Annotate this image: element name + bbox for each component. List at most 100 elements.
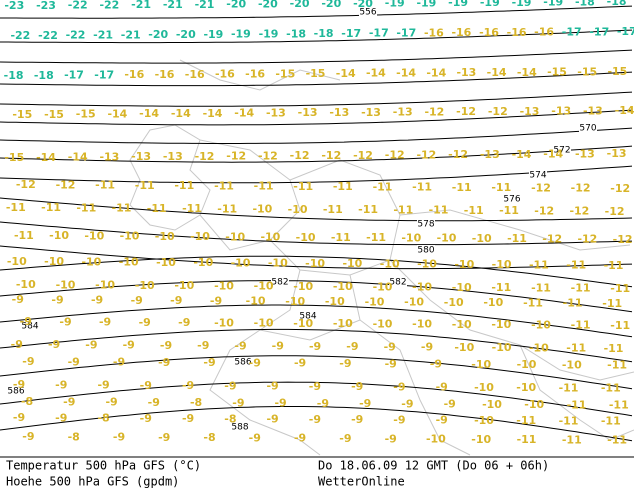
temperature-label: -12 bbox=[542, 232, 562, 245]
temperature-label: -11 bbox=[135, 179, 155, 192]
temperature-label: -13 bbox=[583, 104, 603, 117]
temperature-label: -9 bbox=[178, 316, 190, 329]
temperature-label: -11 bbox=[293, 180, 313, 193]
temperature-label: -9 bbox=[351, 380, 363, 393]
temperature-label: -9 bbox=[158, 356, 170, 369]
temperature-label: -11 bbox=[491, 281, 511, 294]
temperature-label: -22 bbox=[66, 29, 86, 42]
temperature-label: -8 bbox=[97, 412, 109, 425]
temperature-label: -9 bbox=[113, 356, 125, 369]
contour-label: 584 bbox=[299, 312, 316, 322]
temperature-label: -9 bbox=[105, 396, 117, 409]
borders bbox=[129, 59, 634, 456]
contour-label: 570 bbox=[579, 124, 596, 134]
temperature-label: -10 bbox=[412, 318, 432, 331]
contour-line bbox=[0, 255, 633, 288]
temperature-label: -11 bbox=[571, 282, 591, 295]
temperature-label: -12 bbox=[353, 149, 373, 162]
contour-line bbox=[0, 381, 633, 417]
temperature-label: -20 bbox=[353, 0, 373, 10]
temperature-label: -10 bbox=[246, 295, 266, 308]
border bbox=[129, 124, 211, 231]
temperature-label: -14 bbox=[426, 66, 446, 79]
contour-label: 572 bbox=[553, 146, 570, 156]
temperature-label: -10 bbox=[562, 358, 582, 371]
temperature-label: -9 bbox=[224, 379, 236, 392]
temperature-label: -10 bbox=[444, 296, 464, 309]
temperature-label: -9 bbox=[436, 414, 448, 427]
temperature-label: -14 bbox=[396, 67, 416, 80]
temperature-label: -22 bbox=[99, 0, 119, 11]
footer-right-2: WetterOnline bbox=[318, 475, 405, 489]
temperature-label: -16 bbox=[534, 26, 554, 39]
temperature-label: -11 bbox=[604, 342, 624, 355]
temperature-label: -10 bbox=[483, 296, 503, 309]
temperature-label: -16 bbox=[451, 26, 471, 39]
temperature-label: -10 bbox=[452, 281, 472, 294]
temperature-label: -10 bbox=[491, 318, 511, 331]
temperature-label: -10 bbox=[7, 255, 27, 268]
temperature-label: -9 bbox=[182, 379, 194, 392]
temperature-label: -9 bbox=[436, 381, 448, 394]
temperature-label: -10 bbox=[412, 281, 432, 294]
temperature-label: -10 bbox=[333, 280, 353, 293]
temperature-label: -20 bbox=[176, 28, 196, 41]
temperature-label: -15 bbox=[275, 67, 295, 80]
temperature-label: -9 bbox=[148, 396, 160, 409]
temperature-label: -11 bbox=[217, 202, 237, 215]
temperature-label: -10 bbox=[174, 279, 194, 292]
temperature-label: -9 bbox=[249, 356, 261, 369]
border bbox=[349, 274, 471, 456]
contour-line bbox=[0, 91, 633, 107]
temperature-label: -10 bbox=[305, 257, 325, 270]
temperature-label: -10 bbox=[56, 278, 76, 291]
temperature-label: -15 bbox=[306, 67, 326, 80]
temperature-label: -14 bbox=[615, 104, 634, 117]
contour-label-bg bbox=[299, 311, 317, 321]
temperature-label: -12 bbox=[571, 182, 591, 195]
temperature-label: -15 bbox=[547, 66, 567, 79]
temperature-label: -9 bbox=[140, 379, 152, 392]
temperature-label: -8 bbox=[203, 431, 215, 444]
contour-label-bg bbox=[417, 219, 435, 229]
contour-label-bg bbox=[529, 170, 547, 180]
contour-line bbox=[0, 280, 633, 313]
contour-line bbox=[0, 328, 633, 363]
contour-label-bg bbox=[417, 245, 435, 255]
temperature-label: -14 bbox=[36, 151, 56, 164]
temperature-label: -9 bbox=[266, 380, 278, 393]
temperature-label: -14 bbox=[517, 66, 537, 79]
temperature-label: -10 bbox=[437, 232, 457, 245]
temperature-label: -9 bbox=[393, 380, 405, 393]
temperature-label: -21 bbox=[121, 28, 141, 41]
temperature-label: -11 bbox=[523, 296, 543, 309]
temperature-label: -11 bbox=[607, 434, 627, 447]
temperature-label: -10 bbox=[119, 256, 139, 269]
border bbox=[269, 159, 401, 276]
temperature-label: -8 bbox=[190, 396, 202, 409]
temperature-label: -9 bbox=[359, 397, 371, 410]
temperature-label: -15 bbox=[44, 108, 64, 121]
temperature-label: -11 bbox=[609, 399, 629, 412]
temperature-label: -15 bbox=[607, 65, 627, 78]
temperature-label: -19 bbox=[203, 28, 223, 41]
temperature-label: -10 bbox=[288, 203, 308, 216]
contour-line bbox=[0, 221, 633, 246]
temperature-label: -13 bbox=[480, 148, 500, 161]
temperature-label: -9 bbox=[182, 412, 194, 425]
temperature-label: -14 bbox=[139, 107, 159, 120]
temperature-label: -10 bbox=[49, 229, 69, 242]
temperature-label: -13 bbox=[393, 106, 413, 119]
temperature-label: -10 bbox=[260, 231, 280, 244]
temperature-label: -16 bbox=[507, 26, 527, 39]
temperature-label: -11 bbox=[254, 180, 274, 193]
temperature-label: -10 bbox=[365, 295, 385, 308]
temperature-label: -21 bbox=[131, 0, 151, 11]
contour-label: 586 bbox=[234, 358, 251, 368]
temperature-label: -11 bbox=[373, 180, 393, 193]
temperature-label: -14 bbox=[487, 66, 507, 79]
temperature-label: -10 bbox=[254, 280, 274, 293]
temperature-label: -15 bbox=[12, 108, 32, 121]
temperature-label: -11 bbox=[601, 415, 621, 428]
temperature-label: -10 bbox=[135, 279, 155, 292]
